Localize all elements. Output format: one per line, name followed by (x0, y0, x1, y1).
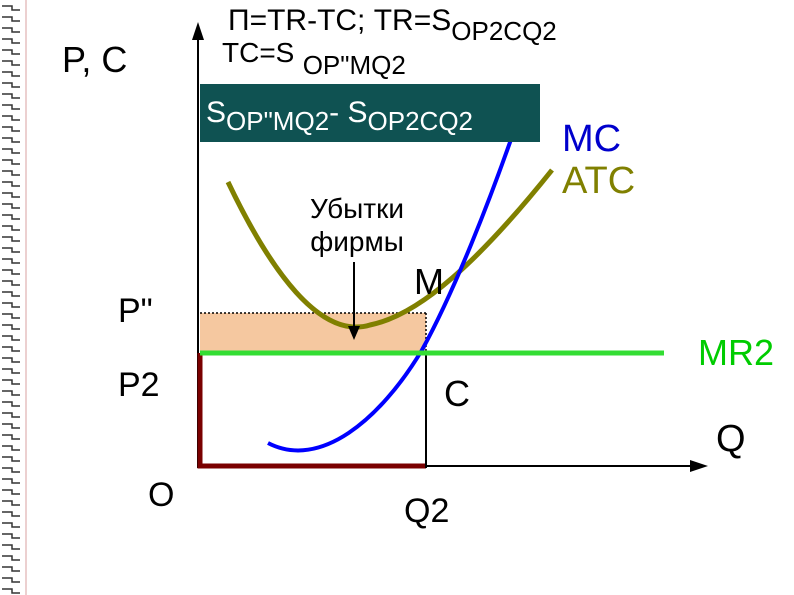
binding-mark (2, 82, 20, 88)
binding-mark (2, 16, 20, 22)
x-axis-label: Q (716, 418, 746, 460)
binding-mark (2, 401, 20, 407)
mr-label: MR2 (698, 332, 775, 373)
origin-label: O (148, 476, 175, 514)
binding-mark (2, 379, 20, 385)
binding-mark (2, 302, 20, 308)
binding-mark (2, 577, 20, 583)
binding-mark (2, 544, 20, 550)
loss-label: Убытки фирмы (309, 193, 405, 258)
binding-mark (2, 522, 20, 528)
atc-price-label: P" (118, 292, 153, 330)
binding-mark (2, 5, 20, 11)
binding-mark (2, 533, 20, 539)
binding-mark (2, 291, 20, 297)
binding-mark (2, 71, 20, 77)
binding-mark (2, 126, 20, 132)
loss-arrow-head (348, 326, 360, 340)
q2-label: Q2 (404, 492, 450, 530)
binding-mark (2, 181, 20, 187)
binding-mark (2, 445, 20, 451)
binding-mark (2, 60, 20, 66)
binding-mark (2, 368, 20, 374)
binding-mark (2, 93, 20, 99)
point-m-label: M (414, 261, 444, 302)
atc-label: ATC (562, 160, 636, 202)
binding-mark (2, 49, 20, 55)
mc-label: MC (562, 118, 622, 160)
binding-mark (2, 170, 20, 176)
binding-mark (2, 225, 20, 231)
binding-mark (2, 357, 20, 363)
binding-mark (2, 148, 20, 154)
binding-mark (2, 390, 20, 396)
p2-label: P2 (118, 366, 160, 404)
binding-mark (2, 434, 20, 440)
binding-mark (2, 324, 20, 330)
binding-mark (2, 566, 20, 572)
profit-formula: П=TR-TC; TR=SOP2CQ2 (228, 4, 557, 46)
binding-mark (2, 247, 20, 253)
binding-mark (2, 27, 20, 33)
binding-mark (2, 159, 20, 165)
binding-mark (2, 280, 20, 286)
binding-mark (2, 203, 20, 209)
binding-mark (2, 115, 20, 121)
binding-mark (2, 555, 20, 561)
point-c-label: C (444, 373, 470, 414)
binding-mark (2, 467, 20, 473)
binding-mark (2, 489, 20, 495)
binding-mark (2, 500, 20, 506)
loss-formula-box: SOP"MQ2- SOP2CQ2 (200, 84, 540, 142)
binding-mark (2, 38, 20, 44)
x-axis-arrow (690, 460, 708, 472)
binding-mark (2, 346, 20, 352)
y-axis-arrow (192, 22, 204, 40)
notebook-binding (0, 0, 27, 595)
binding-mark (2, 214, 20, 220)
binding-mark (2, 456, 20, 462)
revenue-rect (197, 353, 426, 469)
binding-mark (2, 335, 20, 341)
binding-mark (2, 236, 20, 242)
binding-mark (2, 423, 20, 429)
binding-mark (2, 478, 20, 484)
binding-mark (2, 269, 20, 275)
binding-mark (2, 258, 20, 264)
binding-mark (2, 511, 20, 517)
atc-curve (225, 168, 554, 330)
binding-mark (2, 104, 20, 110)
binding-mark (2, 588, 20, 594)
tc-formula: TC=S OP"MQ2 (222, 37, 406, 80)
y-axis-label: P, C (62, 39, 128, 80)
binding-mark (2, 192, 20, 198)
binding-mark (2, 412, 20, 418)
binding-mark (2, 137, 20, 143)
mc-curve (267, 127, 517, 453)
binding-mark (2, 313, 20, 319)
